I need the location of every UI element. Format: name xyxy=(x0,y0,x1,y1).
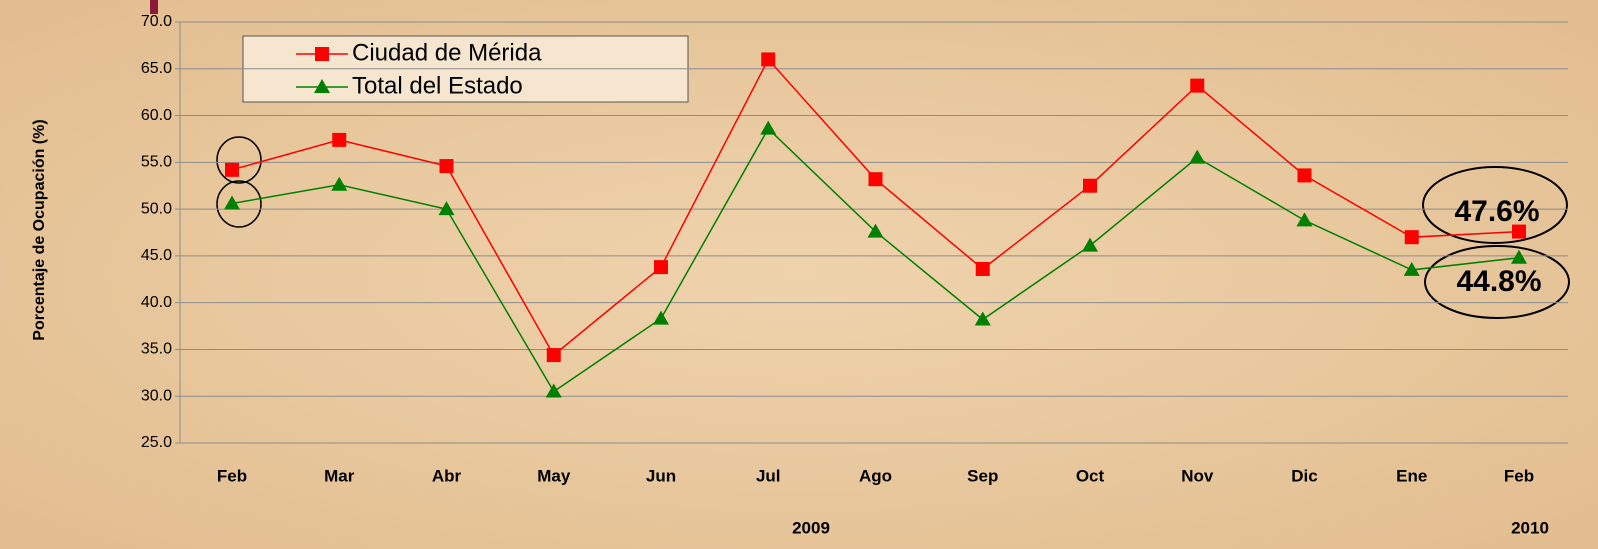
annotation: 47.6% xyxy=(1454,195,1539,228)
marker xyxy=(1083,179,1097,193)
y-tick-label: 30.0 xyxy=(141,387,172,404)
x-tick-label: Nov xyxy=(1181,466,1214,485)
y-tick-label: 60.0 xyxy=(141,107,172,124)
x-tick-label: Sep xyxy=(967,466,998,485)
marker xyxy=(1190,79,1204,93)
y-tick-label: 70.0 xyxy=(141,13,172,30)
marker xyxy=(225,163,239,177)
y-tick-label: 40.0 xyxy=(141,294,172,311)
x-tick-label: Jul xyxy=(756,466,781,485)
marker xyxy=(976,262,990,276)
legend-marker xyxy=(315,47,329,61)
legend-label: Total del Estado xyxy=(352,72,523,99)
marker xyxy=(547,348,561,362)
chart: Porcentaje de Ocupación (%) Ciudad de Mé… xyxy=(0,0,1598,549)
marker xyxy=(1298,168,1312,182)
annotation: 44.8% xyxy=(1456,265,1541,298)
y-tick-label: 55.0 xyxy=(141,154,172,171)
marker xyxy=(869,172,883,186)
x-tick-label: Dic xyxy=(1291,466,1317,485)
x-tick-label: Mar xyxy=(324,466,355,485)
y-tick-label: 35.0 xyxy=(141,341,172,358)
x-tick-label: Ago xyxy=(859,466,892,485)
legend-label: Ciudad de Mérida xyxy=(352,39,542,66)
y-tick-label: 65.0 xyxy=(141,60,172,77)
y-tick-label: 25.0 xyxy=(141,434,172,451)
x-tick-label: Jun xyxy=(646,466,676,485)
annotation: 2010 xyxy=(1511,518,1549,537)
marker xyxy=(440,159,454,173)
y-axis-label: Porcentaje de Ocupación (%) xyxy=(31,119,48,340)
y-tick-label: 50.0 xyxy=(141,200,172,217)
annotation: 2009 xyxy=(792,518,830,537)
x-tick-label: Ene xyxy=(1396,466,1427,485)
marker xyxy=(654,260,668,274)
marker xyxy=(332,133,346,147)
marker xyxy=(1405,230,1419,244)
x-tick-label: May xyxy=(537,466,571,485)
corner-mark xyxy=(150,0,158,14)
x-tick-label: Feb xyxy=(217,466,247,485)
x-tick-label: Oct xyxy=(1076,466,1105,485)
y-tick-label: 45.0 xyxy=(141,247,172,264)
x-tick-label: Abr xyxy=(432,466,462,485)
x-tick-label: Feb xyxy=(1504,466,1534,485)
marker xyxy=(761,52,775,66)
